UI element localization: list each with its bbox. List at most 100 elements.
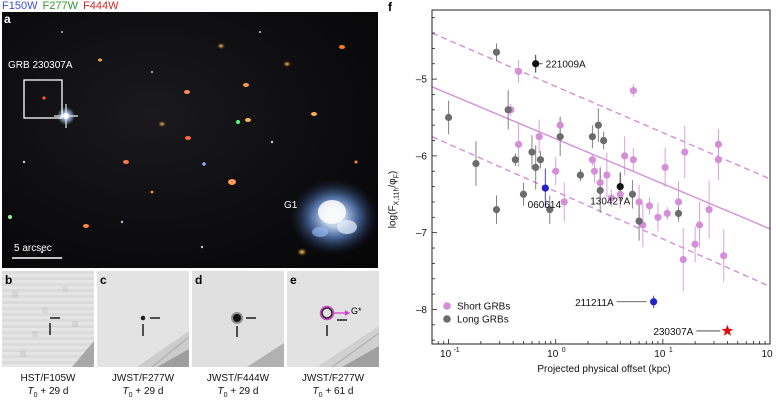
y-tick-label: –8 [416, 305, 428, 316]
y-axis-label-close: ) [387, 170, 399, 175]
panel-a-image: a GRB 230307A G1 5 arcsec [2, 12, 378, 268]
data-point [532, 163, 540, 172]
g-star-label: G* [351, 306, 362, 316]
data-point [535, 133, 543, 141]
caption-c-epoch: + 29 d [135, 386, 164, 397]
data-point [679, 255, 687, 264]
x-tick-label: 10 [654, 349, 666, 360]
y-tick-label: –6 [416, 151, 428, 162]
data-point [519, 190, 528, 198]
filter-f444w: F444W [83, 0, 119, 12]
point-label: 211211A [575, 298, 614, 309]
point-label: 130427A [590, 197, 630, 208]
y-axis-label-sub2: F [393, 174, 401, 179]
caption-b: HST/F105W T0 + 29 d [2, 372, 94, 402]
filter-f150w: F150W [2, 0, 38, 12]
panel-a-letter: a [4, 12, 11, 26]
data-point-star [721, 324, 734, 336]
data-point [492, 48, 501, 56]
filter-f277w: F277W [42, 0, 78, 12]
panel-d-letter: d [195, 273, 203, 287]
x-tick-exponent: -1 [453, 347, 459, 354]
panel-f-letter: f [388, 0, 392, 14]
caption-e-epoch: + 61 d [325, 386, 354, 397]
data-point [654, 213, 662, 221]
data-point [635, 217, 643, 225]
data-point [681, 148, 689, 156]
data-point [528, 148, 536, 156]
data-point [600, 136, 608, 145]
panel-c-image: c [97, 271, 189, 367]
legend-label: Short GRBs [457, 302, 510, 313]
panel-e-image: G* e [287, 271, 379, 367]
data-point [514, 140, 523, 148]
field-sources [8, 31, 358, 256]
data-point [674, 198, 683, 206]
panel-e-letter: e [290, 273, 297, 287]
y-tick-label: –7 [416, 228, 428, 239]
data-point [492, 206, 501, 214]
y-axis-label: log(FX,11h/φF) [388, 100, 401, 300]
data-point [588, 133, 597, 141]
x-tick-label: 10 [547, 349, 559, 360]
data-point [546, 206, 554, 214]
caption-d-t0: T [217, 386, 224, 397]
data-point [650, 298, 658, 306]
data-point [511, 156, 519, 164]
y-axis-label-sub: X,11h [393, 187, 401, 206]
panel-c-letter: c [100, 273, 107, 287]
caption-e-sub: 0 [318, 392, 323, 399]
data-point [588, 156, 597, 164]
data-point [691, 240, 699, 248]
data-point [596, 179, 604, 187]
caption-b-epoch: + 29 d [40, 386, 69, 397]
caption-d-epoch: + 29 d [230, 386, 259, 397]
data-point [576, 171, 585, 179]
data-point [594, 121, 602, 129]
caption-c: JWST/F277W T0 + 29 d [97, 372, 189, 402]
legend-label: Long GRBs [457, 315, 509, 326]
data-point [621, 152, 629, 160]
caption-d-sub: 0 [223, 392, 228, 399]
data-point [444, 113, 453, 122]
caption-b-epoch-row: T0 + 29 d [2, 385, 94, 402]
caption-b-sub: 0 [33, 392, 38, 399]
caption-d-instrument: JWST/F444W [206, 373, 270, 384]
y-axis-label-tail: /φ [387, 178, 399, 188]
fit-line [432, 86, 770, 230]
data-point [607, 194, 615, 202]
caption-c-t0: T [122, 386, 129, 397]
grb-box [23, 79, 63, 119]
caption-c-instrument: JWST/F277W [111, 373, 175, 384]
data-point [590, 167, 599, 175]
data-point [628, 190, 637, 198]
point-label: 230307A [653, 327, 693, 338]
panel-b-letter: b [5, 273, 13, 287]
data-point [603, 171, 611, 179]
caption-d: JWST/F444W T0 + 29 d [192, 372, 284, 402]
x-tick-label: 10 [761, 349, 773, 360]
y-tick-label: –5 [416, 75, 428, 86]
point-label: 060614 [528, 200, 562, 211]
grb-label: GRB 230307A [8, 60, 73, 71]
fit-lower-bound [432, 136, 770, 288]
panel-b-image: b [2, 271, 94, 367]
caption-e: JWST/F277W T0 + 61 d [287, 372, 379, 402]
x-tick-exponent: 1 [669, 347, 673, 354]
point-label: 221009A [546, 60, 586, 71]
data-point [556, 121, 564, 129]
x-axis-label: Projected physical offset (kpc) [537, 364, 671, 375]
data-point [663, 209, 671, 218]
data-point [695, 221, 704, 229]
data-point [674, 209, 683, 218]
data-point [504, 106, 512, 114]
data-point [629, 156, 637, 164]
data-point [705, 206, 713, 214]
data-point [514, 67, 523, 76]
star-field [8, 31, 378, 259]
data-point [532, 60, 540, 68]
host-label: G1 [284, 200, 298, 211]
data-point [536, 156, 545, 164]
data-point [635, 198, 643, 206]
data-point [472, 159, 480, 168]
